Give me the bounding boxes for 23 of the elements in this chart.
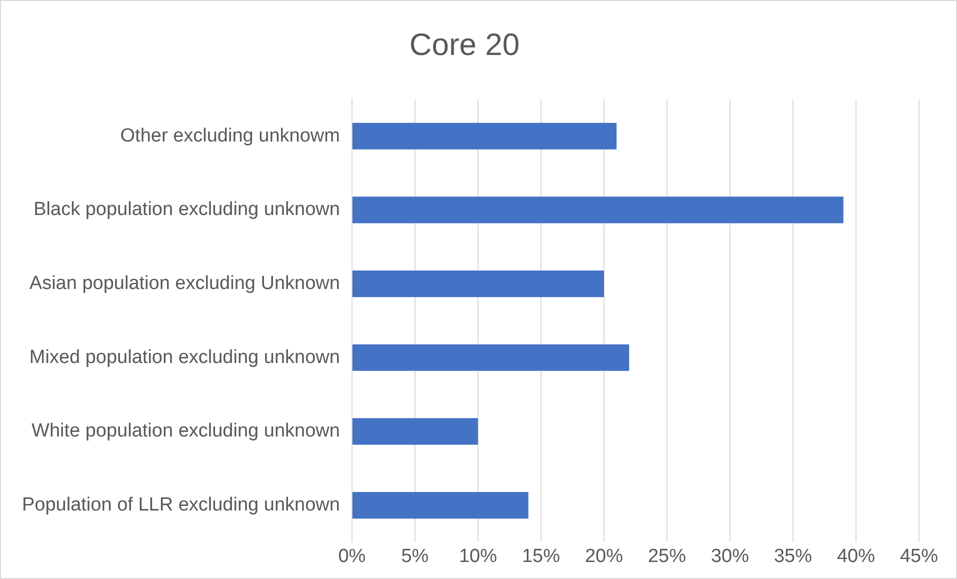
- bar: [352, 492, 528, 519]
- x-tick-label: 5%: [401, 546, 429, 567]
- bar: [352, 344, 630, 371]
- y-tick-label: Black population excluding unknown: [34, 199, 340, 220]
- x-tick-label: 30%: [710, 546, 750, 567]
- x-tick-label: 15%: [522, 546, 560, 567]
- x-tick-label: 40%: [836, 546, 876, 567]
- y-tick-label: Mixed population excluding unknown: [29, 346, 340, 368]
- x-tick-label: 20%: [584, 546, 624, 567]
- x-tick-label: 0%: [338, 546, 366, 567]
- y-tick-label: Population of LLR excluding unknown: [22, 494, 340, 516]
- bar: [352, 196, 844, 224]
- y-tick-label: White population excluding unknown: [32, 420, 340, 442]
- y-tick-label: Asian population excluding Unknown: [29, 273, 340, 294]
- bar: [352, 122, 617, 150]
- x-tick-label: 25%: [648, 546, 686, 567]
- chart-title: Core 20: [409, 27, 520, 62]
- x-tick-label: 45%: [900, 546, 938, 567]
- bar: [352, 270, 604, 298]
- x-tick-label: 35%: [774, 546, 812, 567]
- bar: [352, 418, 478, 445]
- y-tick-label: Other excluding unknowm: [120, 125, 340, 146]
- x-tick-label: 10%: [458, 546, 498, 567]
